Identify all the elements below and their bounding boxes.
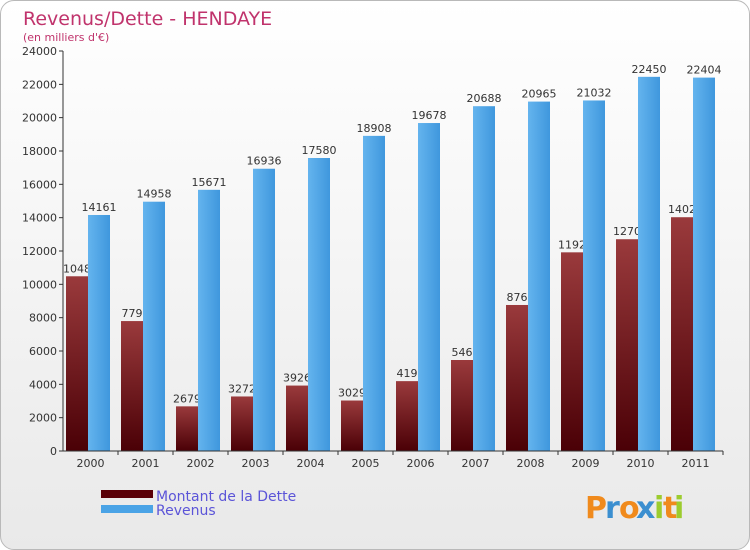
bar-dette <box>451 360 473 451</box>
bar-dette <box>231 396 253 451</box>
data-label-dette: 1192 <box>558 238 586 251</box>
logo-letter: o <box>619 491 640 526</box>
x-tick-label: 2010 <box>627 457 655 470</box>
data-label-revenus: 22450 <box>632 63 667 76</box>
logo-letter: i <box>654 491 664 526</box>
x-tick-label: 2001 <box>132 457 160 470</box>
bar-dette <box>561 252 583 451</box>
data-label-revenus: 19678 <box>412 109 447 122</box>
x-tick-label: 2002 <box>187 457 215 470</box>
y-tick-label: 20000 <box>22 112 57 125</box>
y-tick-label: 24000 <box>22 45 57 58</box>
data-label-dette: 876 <box>507 291 528 304</box>
bar-revenus <box>88 214 110 451</box>
bar-revenus <box>418 123 440 452</box>
bar-dette <box>286 385 308 451</box>
y-tick-label: 6000 <box>29 345 57 358</box>
bars-group: 1048 14161 779 14958 2679 15671 3272 16936 3926 1… <box>63 63 722 452</box>
x-tick-label: 2009 <box>572 457 600 470</box>
y-tick-label: 0 <box>50 445 57 458</box>
logo-letter: x <box>636 491 655 526</box>
data-label-revenus: 21032 <box>577 86 612 99</box>
data-label-dette: 3272 <box>228 382 256 395</box>
data-label-dette: 546 <box>452 346 473 359</box>
x-tick-label: 2000 <box>77 457 105 470</box>
x-tick-label: 2003 <box>242 457 270 470</box>
bar-dette <box>176 406 198 451</box>
x-axis: 2000 2001 2002 2003 2004 2005 2006 2007 2008 2009… <box>63 450 724 470</box>
bar-revenus <box>473 106 495 451</box>
y-tick-label: 2000 <box>29 412 57 425</box>
chart-title: Revenus/Dette - HENDAYE <box>23 8 272 30</box>
bar-dette <box>396 381 418 451</box>
data-label-revenus: 14958 <box>137 188 172 201</box>
y-tick-label: 22000 <box>22 78 57 91</box>
y-axis: 0 2000 4000 6000 8000 10000 12000 14000 16000 180… <box>22 45 64 458</box>
data-label-dette: 1048 <box>63 262 91 275</box>
bar-dette <box>506 304 528 451</box>
data-label-revenus: 14161 <box>82 201 117 214</box>
logo-letter: t <box>663 491 677 526</box>
data-label-dette: 1270 <box>613 225 641 238</box>
x-tick-label: 2007 <box>462 457 490 470</box>
legend: Montant de la Dette Revenus <box>101 489 296 519</box>
x-tick-label: 2006 <box>407 457 435 470</box>
y-tick-label: 14000 <box>22 212 57 225</box>
data-label-revenus: 17580 <box>302 144 337 157</box>
bar-dette <box>341 400 363 451</box>
x-tick-label: 2005 <box>352 457 380 470</box>
y-tick-label: 4000 <box>29 378 57 391</box>
bar-revenus <box>693 77 715 451</box>
bar-revenus <box>198 189 220 452</box>
legend-swatch-dette <box>101 490 153 498</box>
data-label-dette: 3926 <box>283 372 311 385</box>
y-tick-label: 18000 <box>22 145 57 158</box>
data-label-dette: 1402 <box>668 203 696 216</box>
logo-letter: r <box>605 491 620 526</box>
y-tick-label: 12000 <box>22 245 57 258</box>
bar-revenus <box>583 100 605 451</box>
x-tick-label: 2004 <box>297 457 325 470</box>
y-tick-label: 8000 <box>29 312 57 325</box>
logo-letter: P <box>585 491 607 526</box>
data-label-revenus: 15671 <box>192 176 227 189</box>
data-label-revenus: 20688 <box>467 92 502 105</box>
bar-dette <box>121 321 143 451</box>
legend-label-revenus: Revenus <box>156 503 216 519</box>
y-tick-label: 10000 <box>22 278 57 291</box>
bar-dette <box>671 217 693 451</box>
bar-revenus <box>638 76 660 451</box>
data-label-revenus: 20965 <box>522 88 557 101</box>
data-label-dette: 3029 <box>338 387 366 400</box>
x-tick-label: 2011 <box>682 457 710 470</box>
bar-revenus <box>363 135 385 451</box>
data-label-dette: 779 <box>122 307 143 320</box>
data-label-revenus: 22404 <box>687 64 722 77</box>
bar-dette <box>616 239 638 451</box>
bar-revenus <box>143 201 165 451</box>
logo-letter: i <box>674 491 684 526</box>
data-label-dette: 2679 <box>173 392 201 405</box>
data-label-dette: 419 <box>397 367 418 380</box>
bar-revenus <box>528 101 550 451</box>
legend-label-dette: Montant de la Dette <box>156 489 296 505</box>
y-tick-label: 16000 <box>22 178 57 191</box>
x-tick-label: 2008 <box>517 457 545 470</box>
data-label-revenus: 18908 <box>357 122 392 135</box>
bar-revenus <box>308 158 330 451</box>
chart-subtitle: (en milliers d'€) <box>23 31 109 44</box>
bar-dette <box>66 276 88 451</box>
bar-revenus <box>253 168 275 451</box>
data-label-revenus: 16936 <box>247 155 282 168</box>
legend-swatch-revenus <box>101 505 153 513</box>
